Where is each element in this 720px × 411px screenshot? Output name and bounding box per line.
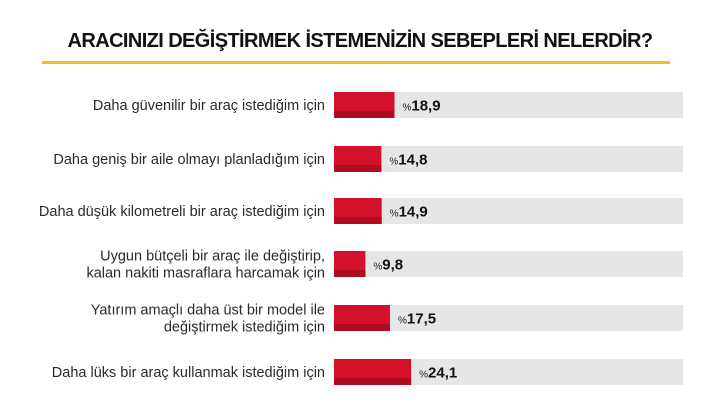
bar-row: Daha lüks bir araç kullanmak istediğim i… xyxy=(52,359,683,385)
bar-row: Uygun bütçeli bir araç ile değiştirip,ka… xyxy=(86,249,683,282)
title-underline xyxy=(42,61,670,64)
bar-track xyxy=(334,146,683,172)
bar-track xyxy=(334,198,683,224)
category-label: Uygun bütçeli bir araç ile değiştirip, xyxy=(100,249,325,265)
value-number: 18,9 xyxy=(411,98,440,115)
value-number: 9,8 xyxy=(382,257,403,274)
value-percent-sign: % xyxy=(402,103,411,114)
chart-title: ARACINIZI DEĞİŞTİRMEK İSTEMENİZİN SEBEPL… xyxy=(67,30,654,52)
category-label: Yatırım amaçlı daha üst bir model ile xyxy=(91,303,325,319)
value-label: %9,8 xyxy=(373,257,403,274)
bar-row: Daha güvenilir bir araç istediğim için %1… xyxy=(93,92,683,118)
bar-shade xyxy=(334,378,412,385)
value-label: %14,9 xyxy=(390,204,428,221)
value-percent-sign: % xyxy=(390,209,399,220)
value-label: %14,8 xyxy=(389,152,427,169)
category-label: Daha düşük kilometreli bir araç istediği… xyxy=(39,204,325,220)
bar-shade xyxy=(334,165,382,172)
category-label: değiştirmek istediğim için xyxy=(164,320,325,336)
value-percent-sign: % xyxy=(389,157,398,168)
value-number: 14,8 xyxy=(398,152,427,169)
category-label: kalan nakiti masraflara harcamak için xyxy=(86,266,325,282)
category-label: Daha geniş bir aile olmayı planladığım i… xyxy=(53,152,325,168)
category-label: Daha lüks bir araç kullanmak istediğim i… xyxy=(52,365,325,381)
value-label: %17,5 xyxy=(398,311,436,328)
value-number: 17,5 xyxy=(407,311,436,328)
value-percent-sign: % xyxy=(373,262,382,273)
bar-shade xyxy=(334,270,366,277)
bar-track xyxy=(334,305,683,331)
value-percent-sign: % xyxy=(419,370,428,381)
value-number: 24,1 xyxy=(428,365,457,382)
bar-shade xyxy=(334,324,390,331)
bar-shade xyxy=(334,111,395,118)
bar-row: Daha düşük kilometreli bir araç istediği… xyxy=(39,198,683,224)
bar-track xyxy=(334,251,683,277)
category-label: Daha güvenilir bir araç istediğim için xyxy=(93,98,325,114)
value-number: 14,9 xyxy=(399,204,428,221)
bar-row: Daha geniş bir aile olmayı planladığım i… xyxy=(53,146,683,172)
value-label: %18,9 xyxy=(402,98,440,115)
bar-shade xyxy=(334,217,382,224)
value-percent-sign: % xyxy=(398,316,407,327)
value-label: %24,1 xyxy=(419,365,457,382)
bar-row: Yatırım amaçlı daha üst bir model iledeğ… xyxy=(91,303,683,336)
